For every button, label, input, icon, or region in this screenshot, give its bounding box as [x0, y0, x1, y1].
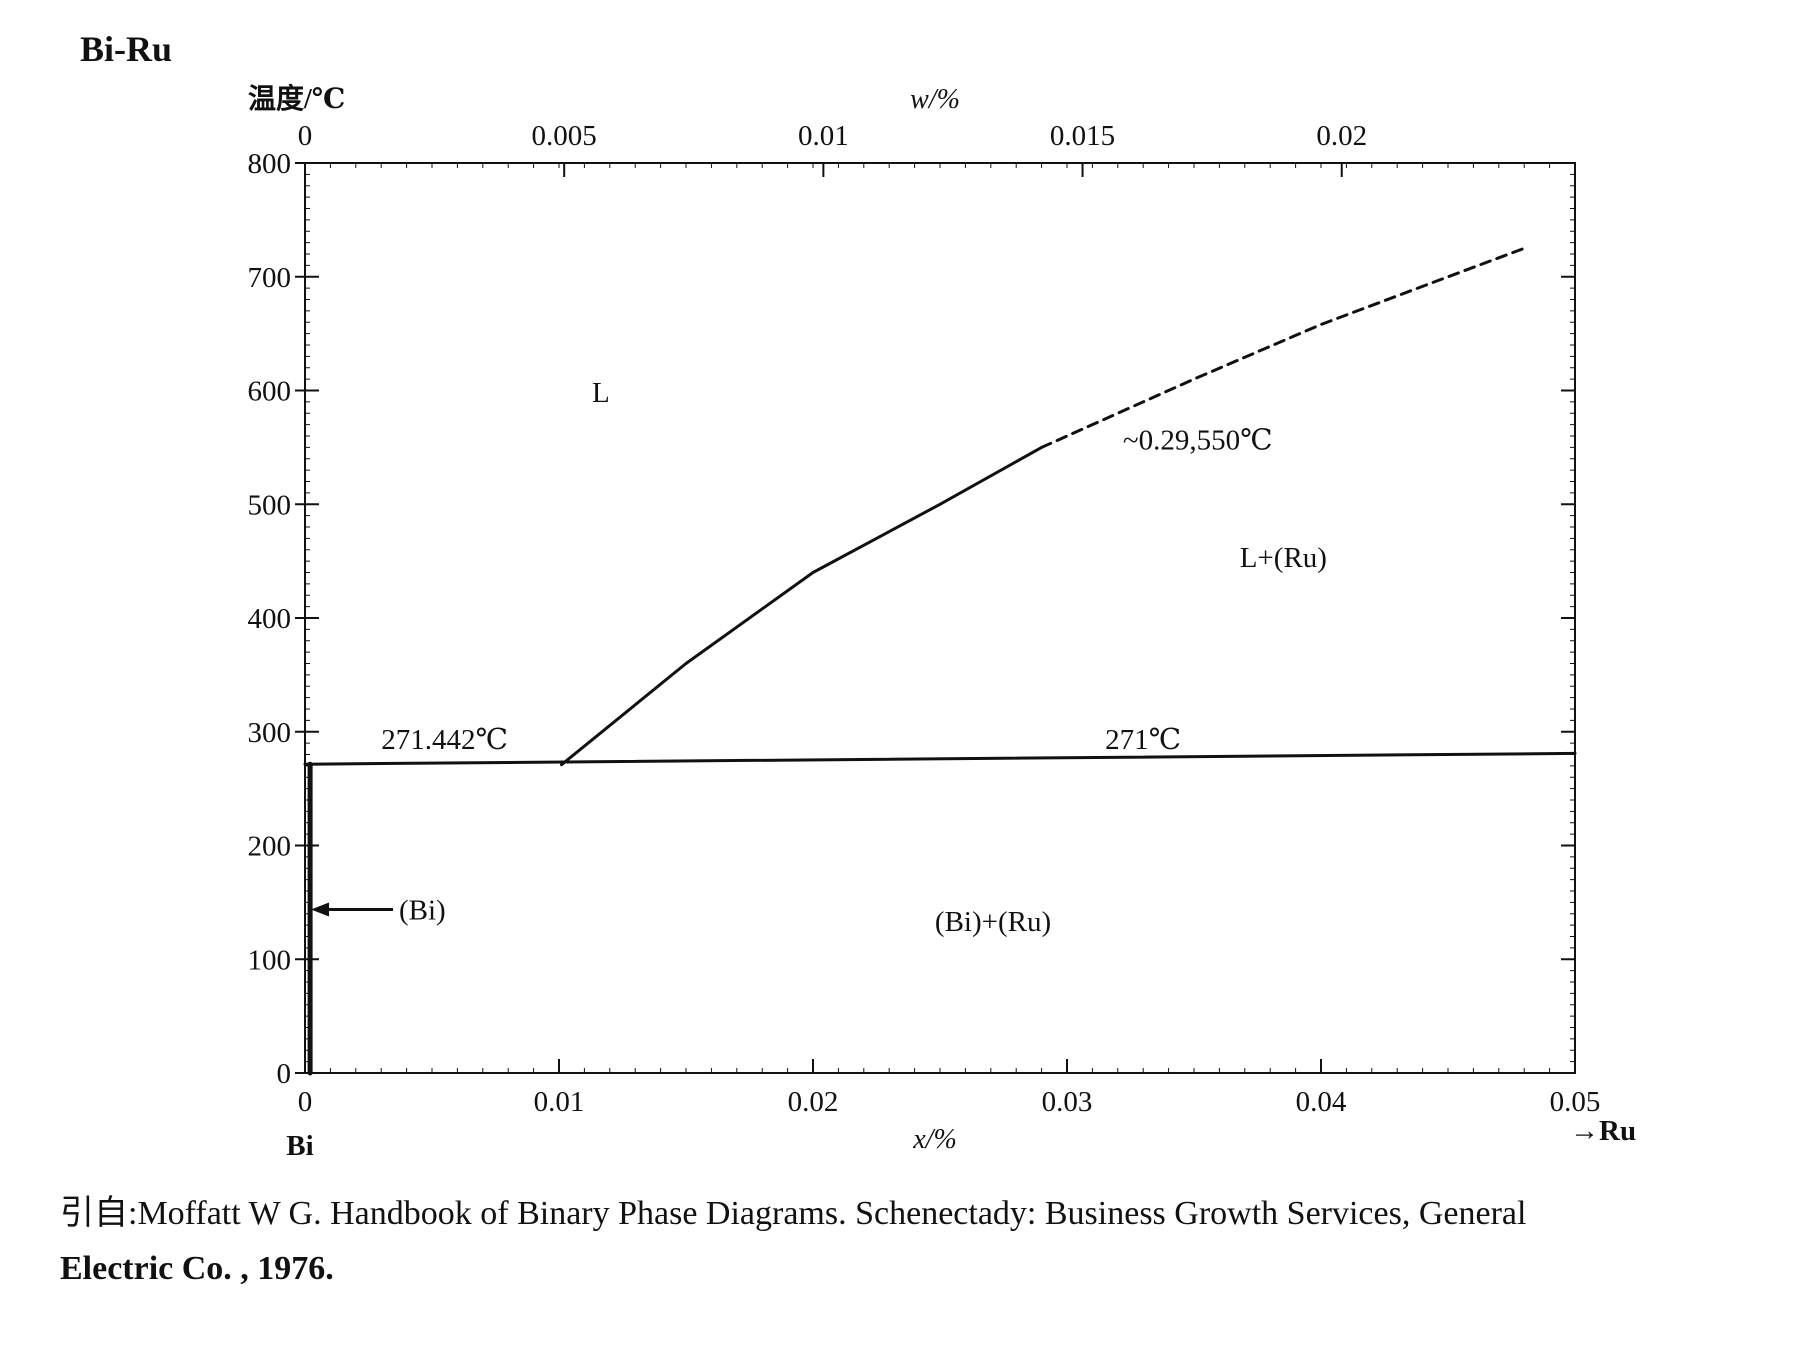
y-axis-label: 温度/℃ [248, 83, 345, 115]
x2-tick-label: 0.02 [1316, 120, 1367, 152]
region-label-3: ~0.29,550℃ [1123, 425, 1273, 457]
phase-boundary-line-0 [560, 445, 1044, 767]
y-tick-label: 800 [248, 148, 292, 180]
phase-boundary-line-1 [1040, 246, 1526, 449]
x2-axis-label: w/% [910, 84, 960, 115]
caption-line-1: 引自:Moffatt W G. Handbook of Binary Phase… [60, 1195, 1527, 1232]
y-tick-label: 400 [248, 603, 292, 635]
right-element-label: →Ru [1570, 1115, 1636, 1147]
region-label-0: L [592, 377, 610, 409]
left-element-label: Bi [286, 1130, 313, 1162]
y-tick-label: 0 [277, 1058, 292, 1090]
x2-tick-label: 0.01 [798, 120, 849, 152]
x2-tick-label: 0.005 [532, 120, 597, 152]
caption-line-2: Electric Co. , 1976. [60, 1250, 334, 1287]
x-tick-label: 0.05 [1550, 1086, 1601, 1118]
annotations: L L+(Ru) (Bi)+(Ru) ~0.29,550℃ 271.442℃ 271℃ (B… [311, 377, 1327, 938]
y-tick-label: 500 [248, 489, 292, 521]
x-tick-label: 0.03 [1042, 1086, 1093, 1118]
x-tick-label: 0 [298, 1086, 313, 1118]
region-label-4: 271.442℃ [381, 724, 508, 756]
y-tick-label: 700 [248, 262, 292, 294]
region-label-6: (Bi) [399, 894, 446, 926]
phase-boundaries [303, 246, 1577, 1076]
region-label-5: 271℃ [1105, 724, 1181, 756]
region-label-2: (Bi)+(Ru) [935, 906, 1051, 938]
x-tick-label: 0.01 [534, 1086, 585, 1118]
phase-boundary-line-2 [303, 751, 1577, 766]
x-tick-label: 0.02 [788, 1086, 839, 1118]
y-tick-label: 100 [248, 944, 292, 976]
x-tick-label: 0.04 [1296, 1086, 1347, 1118]
y-tick-label: 300 [248, 717, 292, 749]
y-tick-label: 200 [248, 831, 292, 863]
region-label-1: L+(Ru) [1240, 542, 1327, 574]
bi-phase-arrow-head [311, 902, 329, 917]
x2-tick-label: 0.015 [1050, 120, 1115, 152]
x-axis-label: x/% [912, 1124, 957, 1155]
axes: 0 0.01 0.02 0.03 0.04 0.05 0 0.005 0.01 0.015 0.02… [248, 83, 1637, 1162]
y-tick-label: 600 [248, 376, 292, 408]
x2-tick-label: 0 [298, 120, 313, 152]
chart-title: Bi-Ru [80, 29, 173, 69]
